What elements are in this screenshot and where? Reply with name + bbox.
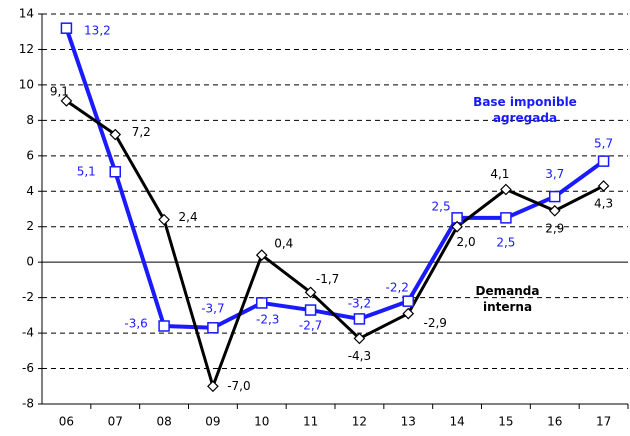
marker: [158, 213, 170, 226]
marker: [60, 22, 73, 34]
value-label: -7,0: [227, 379, 250, 393]
value-label: 4,3: [594, 196, 613, 210]
series-line: [65, 99, 605, 388]
x-tick-label: 09: [205, 415, 220, 429]
value-label: 2,9: [545, 221, 564, 235]
x-tick-label: 12: [352, 415, 367, 429]
y-tick-label: 12: [19, 42, 34, 56]
value-label: 9,1: [50, 84, 69, 98]
marker: [500, 212, 512, 224]
marker: [256, 297, 268, 309]
value-label: -1,7: [316, 272, 339, 286]
y-tick-label: 14: [19, 7, 34, 21]
marker: [451, 220, 463, 233]
value-label: -4,3: [348, 349, 371, 363]
x-tick-label: 17: [596, 415, 611, 429]
marker: [548, 204, 561, 217]
marker: [60, 95, 73, 107]
marker: [353, 332, 366, 345]
x-tick-label: 06: [59, 415, 74, 429]
y-tick-label: -2: [22, 290, 34, 304]
x-tick-label: 15: [498, 415, 513, 429]
y-tick-label: -6: [22, 361, 34, 375]
value-label: -2,2: [386, 281, 409, 295]
marker: [597, 155, 610, 167]
value-label: 13,2: [84, 24, 111, 38]
marker: [207, 322, 219, 334]
series-label: Base imponible agregada: [473, 95, 577, 125]
y-tick-label: 4: [26, 184, 34, 198]
y-tick-label: 2: [26, 219, 34, 233]
value-label: -2,7: [299, 319, 322, 333]
y-tick-label: 8: [26, 113, 34, 127]
value-label: -3,6: [124, 317, 147, 331]
y-tick-label: -8: [22, 397, 34, 411]
marker: [109, 128, 122, 141]
marker: [353, 313, 366, 325]
marker: [109, 166, 121, 178]
value-label: 5,1: [77, 164, 96, 178]
y-tick-label: 0: [26, 255, 34, 269]
y-tick-label: 10: [19, 77, 34, 91]
y-tick-label: 6: [26, 148, 34, 162]
marker: [304, 304, 317, 316]
value-label: 5,7: [594, 137, 613, 151]
marker: [597, 180, 610, 192]
value-label: 2,5: [496, 235, 515, 249]
marker: [500, 183, 512, 196]
value-label: 7,2: [132, 125, 151, 139]
value-label: -2,3: [256, 312, 279, 326]
value-label: 2,4: [179, 210, 198, 224]
marker: [207, 380, 219, 393]
marker: [402, 307, 415, 320]
value-label: 0,4: [274, 237, 293, 251]
value-label: -3,7: [201, 301, 224, 315]
marker: [304, 286, 317, 299]
value-label: 2,0: [457, 235, 476, 249]
x-tick-label: 16: [547, 415, 562, 429]
marker: [549, 190, 561, 203]
value-label: 2,5: [432, 199, 451, 213]
x-tick-label: 14: [449, 415, 464, 429]
x-tick-label: 13: [401, 415, 416, 429]
y-tick-label: -4: [22, 326, 34, 340]
value-label: 4,1: [490, 167, 509, 181]
value-label: -2,9: [424, 316, 447, 330]
marker: [255, 249, 268, 261]
x-tick-label: 10: [254, 415, 269, 429]
value-label: 3,7: [545, 167, 564, 181]
x-tick-label: 07: [108, 415, 123, 429]
marker: [158, 320, 170, 332]
series-label: Demanda interna: [475, 284, 540, 314]
x-tick-label: 08: [156, 415, 171, 429]
marker: [402, 295, 414, 307]
x-tick-label: 11: [303, 415, 318, 429]
value-label: -3,2: [348, 296, 371, 310]
